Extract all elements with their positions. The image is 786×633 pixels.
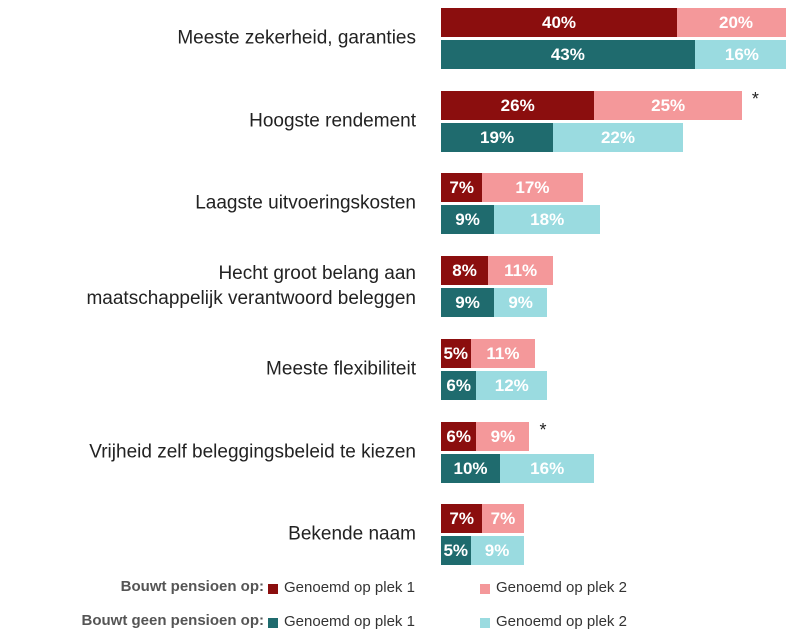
category-label: Meeste zekerheid, garanties [177,27,416,49]
category-label: Hecht groot belang aan maatschappelijk v… [86,263,416,310]
bar-segment: 20% [677,8,786,37]
bar-segment: 26% [441,90,595,120]
bar-segment: 17% [482,173,583,203]
legend-label: Genoemd op plek 2 [496,579,627,596]
legend-label: Genoemd op plek 2 [496,613,627,630]
bar-segment: 16% [500,453,595,483]
legend-label: Genoemd op plek 1 [284,579,415,596]
category-label: Hoogste rendement [249,110,416,132]
category-label: Bekende naam [288,523,416,545]
bar-segment: 16% [694,40,786,69]
bar-segment: 6% [441,370,477,400]
bar-segment: 40% [441,8,677,37]
bar-segment: 9% [476,421,530,451]
bar-segment: 18% [494,205,601,235]
bar-segment: 22% [553,122,683,152]
category-label: Vrijheid zelf beleggingsbeleid te kiezen [89,441,416,462]
bar-segment: 43% [441,40,695,69]
bar-segment: 9% [441,205,495,235]
bar-segment: 6% [441,421,477,451]
bar-segment: 9% [470,536,524,566]
bar-segment: 12% [476,370,548,400]
legend-swatch [268,618,278,628]
legend-label: Genoemd op plek 1 [284,613,415,630]
legend-group-label: Bouwt pensioen op: [120,578,264,595]
bar-segment: 10% [441,453,500,483]
bar-segment: 19% [441,122,554,152]
bar-segment: 25% [594,90,742,120]
legend-group-label: Bouwt geen pensioen op: [81,612,265,629]
bar-segment: 7% [441,504,483,534]
category-label: Meeste flexibiliteit [266,358,416,380]
bar-segment: 5% [441,536,471,566]
bar-segment: 11% [470,338,536,368]
bar-segment: 8% [441,256,489,286]
bar-segment: 9% [441,288,495,318]
bar-segment: 7% [482,504,524,534]
annotation: * [539,419,547,440]
legend-swatch [480,618,490,628]
bar-segment: 7% [441,173,483,203]
bar-segment: 11% [488,256,554,286]
category-label: Laagste uitvoeringskosten [195,192,416,214]
legend-swatch [480,584,490,594]
annotation: * [751,88,759,109]
legend-swatch [268,584,278,594]
bar-segment: 5% [441,338,471,368]
bar-segment: 9% [494,288,548,318]
